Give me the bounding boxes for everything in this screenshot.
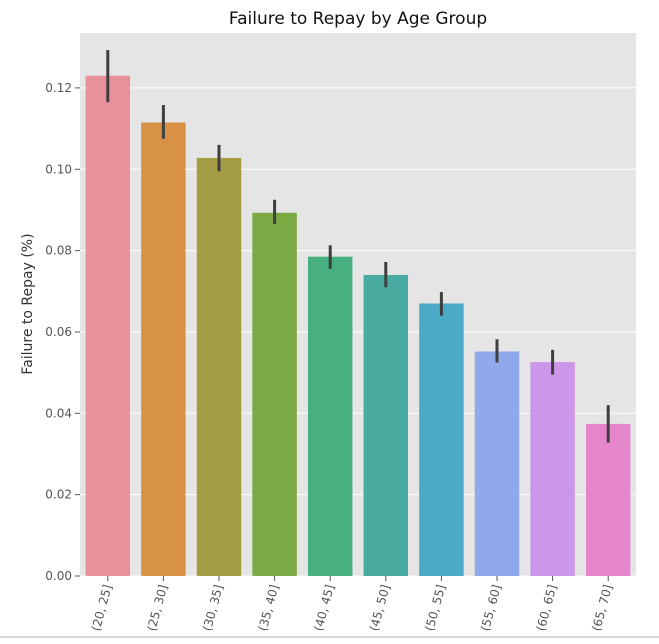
- bar: [141, 122, 186, 576]
- x-tick-label: (65, 70]: [589, 583, 615, 633]
- bar: [585, 423, 631, 576]
- bar: [530, 362, 575, 576]
- x-tick-label: (25, 30]: [144, 583, 170, 633]
- bar: [196, 157, 242, 576]
- error-bars: [106, 50, 610, 443]
- y-tick-label: 0.00: [45, 569, 72, 583]
- bottom-divider: [0, 636, 659, 638]
- bar: [85, 75, 131, 577]
- x-tick-label: (50, 55]: [422, 583, 448, 633]
- chart-title: Failure to Repay by Age Group: [229, 9, 487, 29]
- bar: [307, 256, 353, 576]
- bar: [474, 351, 520, 576]
- y-tick-label: 0.06: [45, 325, 72, 339]
- y-axis-label: Failure to Repay (%): [20, 233, 36, 374]
- x-tick-label: (30, 35]: [200, 583, 226, 633]
- bars: [85, 75, 631, 577]
- y-tick-label: 0.10: [45, 162, 72, 176]
- x-tick-label: (45, 50]: [367, 583, 393, 633]
- bar: [252, 212, 297, 576]
- bar: [419, 303, 464, 576]
- x-tick-label: (40, 45]: [311, 583, 337, 633]
- y-tick-label: 0.04: [45, 406, 72, 420]
- y-tick-label: 0.02: [45, 488, 72, 502]
- x-tick-label: (20, 25]: [89, 583, 115, 633]
- y-tick-label: 0.12: [45, 81, 72, 95]
- bar: [363, 275, 409, 576]
- x-tick-label: (55, 60]: [478, 583, 504, 633]
- y-tick-label: 0.08: [45, 244, 72, 258]
- y-tick-labels: 0.00 0.02 0.04 0.06 0.08 0.10 0.12: [45, 81, 80, 583]
- x-tick-label: (60, 65]: [534, 583, 560, 633]
- x-tick-labels: (20, 25] (25, 30] (30, 35] (35, 40] (40, 45]…: [89, 576, 615, 633]
- x-tick-label: (35, 40]: [256, 583, 282, 633]
